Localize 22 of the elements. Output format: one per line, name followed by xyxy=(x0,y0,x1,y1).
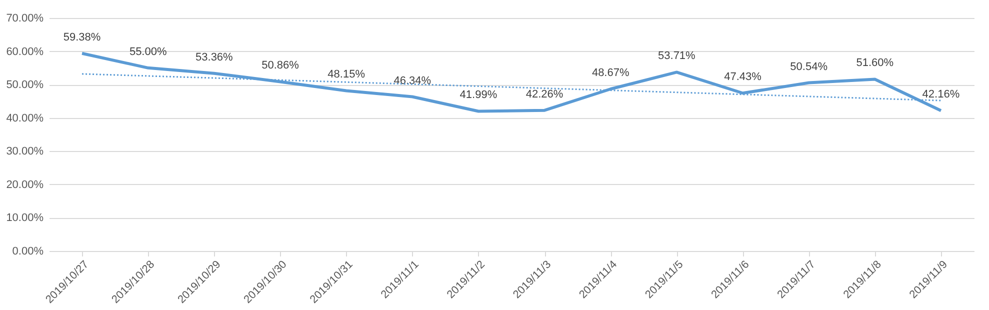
data-label: 50.54% xyxy=(790,60,828,73)
data-label: 48.67% xyxy=(592,67,630,79)
y-tick-label: 0.00% xyxy=(12,246,44,258)
y-tick-label: 50.00% xyxy=(6,79,44,92)
data-label: 47.43% xyxy=(724,71,762,84)
y-tick-label: 40.00% xyxy=(6,112,44,124)
data-label: 59.38% xyxy=(63,31,101,44)
data-label: 41.99% xyxy=(460,89,498,102)
data-label: 42.16% xyxy=(922,88,960,101)
data-label: 48.15% xyxy=(328,68,366,81)
data-label: 46.34% xyxy=(394,74,432,87)
y-tick-label: 70.00% xyxy=(6,12,44,24)
data-label: 53.71% xyxy=(658,50,696,62)
data-label: 55.00% xyxy=(129,46,167,58)
data-label: 51.60% xyxy=(856,57,894,70)
y-tick-label: 20.00% xyxy=(6,178,44,191)
y-tick-label: 60.00% xyxy=(6,46,44,58)
data-label: 42.26% xyxy=(526,88,564,100)
data-label: 50.86% xyxy=(262,60,300,72)
y-tick-label: 30.00% xyxy=(6,146,44,158)
y-tick-label: 10.00% xyxy=(6,212,44,224)
data-label: 53.36% xyxy=(196,51,234,64)
